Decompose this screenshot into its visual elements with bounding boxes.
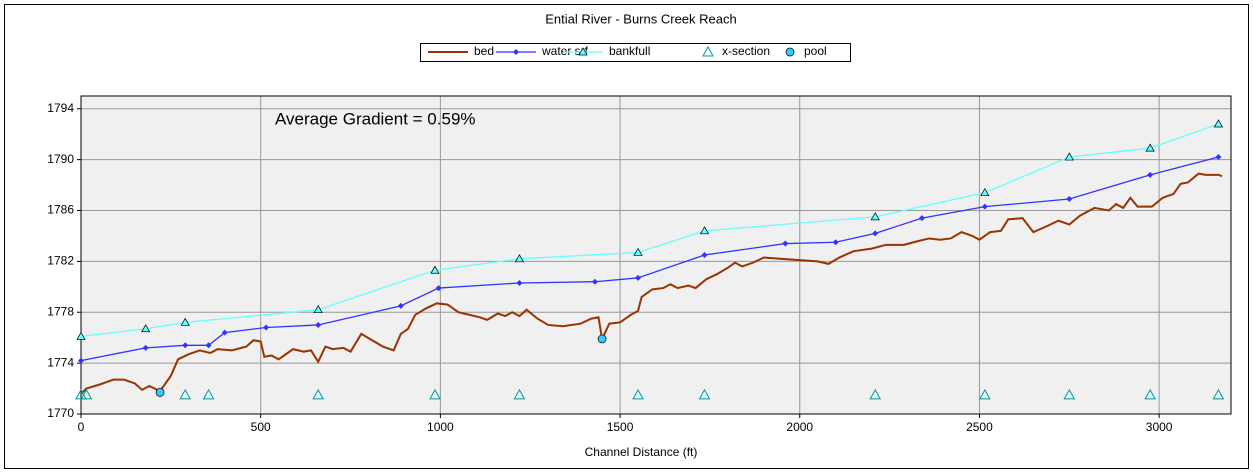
marker	[701, 252, 708, 258]
marker	[179, 388, 192, 400]
marker	[313, 304, 323, 314]
marker	[918, 215, 925, 222]
y-tick-label: 1782	[47, 254, 74, 268]
marker	[221, 329, 228, 336]
marker	[1066, 196, 1073, 203]
y-tick-label: 1778	[47, 304, 74, 318]
marker	[699, 226, 710, 235]
marker	[981, 203, 988, 210]
marker	[782, 240, 789, 247]
legend-box	[420, 43, 851, 62]
marker	[315, 321, 322, 328]
marker	[182, 342, 189, 349]
legend-label: water srf	[541, 44, 589, 58]
y-tick-label: 1786	[47, 203, 74, 217]
marker	[202, 388, 215, 400]
marker	[430, 265, 440, 274]
x-tick-label: 3000	[1146, 420, 1173, 434]
marker	[155, 388, 165, 397]
legend-marker	[785, 47, 795, 57]
marker	[1063, 388, 1076, 400]
legend-label: bed	[474, 44, 494, 58]
y-tick-label: 1774	[47, 355, 74, 369]
legend-marker	[578, 47, 588, 56]
marker	[78, 357, 84, 364]
marker	[698, 388, 711, 400]
marker	[142, 344, 149, 351]
marker	[635, 274, 642, 281]
x-tick-label: 1500	[607, 420, 634, 434]
marker	[832, 239, 839, 246]
y-tick-label: 1770	[47, 406, 74, 420]
legend-marker	[513, 49, 519, 55]
marker	[1147, 171, 1154, 178]
marker	[1145, 143, 1155, 152]
legend-label: pool	[804, 44, 827, 58]
marker	[397, 302, 404, 309]
plot-area	[81, 96, 1231, 414]
plot-border	[80, 95, 1232, 415]
marker	[591, 278, 598, 285]
marker	[76, 331, 86, 340]
series-line	[80, 172, 1223, 395]
marker	[1144, 388, 1156, 400]
x-tick-label: 500	[251, 420, 271, 434]
marker	[513, 388, 526, 400]
marker	[980, 187, 990, 197]
y-tick-label: 1794	[47, 101, 74, 115]
legend-marker	[702, 45, 714, 57]
marker	[180, 317, 190, 326]
legend-label: x-section	[722, 44, 770, 58]
marker	[80, 388, 93, 400]
x-tick-label: 0	[78, 420, 85, 434]
marker	[429, 388, 441, 400]
marker	[632, 388, 644, 400]
annotation: Average Gradient = 0.59%	[275, 109, 476, 128]
marker	[205, 342, 212, 349]
marker	[514, 254, 525, 263]
marker	[978, 388, 991, 400]
x-tick-label: 2500	[966, 420, 993, 434]
marker	[870, 212, 880, 221]
marker	[516, 279, 523, 286]
chart-title: Ential River - Burns Creek Reach	[545, 11, 736, 26]
marker	[872, 230, 879, 237]
marker	[1213, 119, 1224, 128]
x-tick-label: 2000	[786, 420, 813, 434]
marker	[1064, 152, 1074, 161]
marker	[633, 247, 643, 256]
legend-label: bankfull	[609, 44, 650, 58]
x-axis-label: Channel Distance (ft)	[585, 445, 698, 459]
y-tick-label: 1790	[47, 152, 74, 166]
marker	[263, 324, 270, 331]
marker	[435, 285, 442, 292]
marker	[1215, 154, 1222, 161]
marker	[312, 388, 325, 400]
marker	[141, 324, 151, 333]
marker	[869, 388, 882, 400]
x-tick-label: 1000	[427, 420, 454, 434]
marker	[1212, 388, 1225, 400]
marker	[597, 334, 607, 344]
